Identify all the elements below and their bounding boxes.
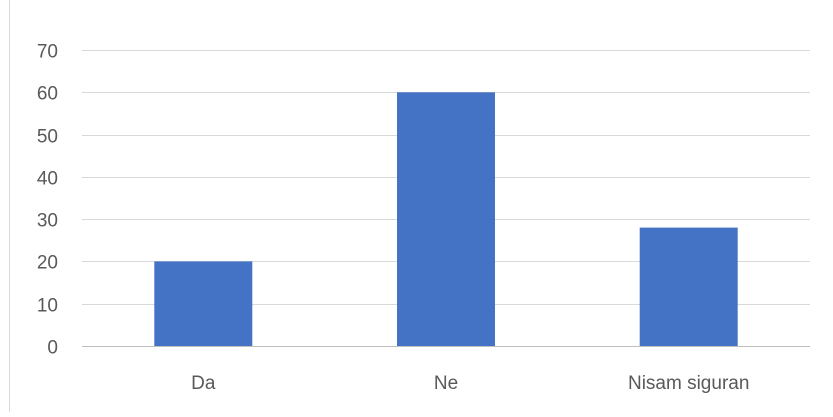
y-tick-label: 50 — [37, 127, 58, 148]
y-tick-label: 40 — [37, 169, 58, 190]
bar-da — [154, 261, 253, 346]
x-tick-label: Nisam siguran — [628, 373, 749, 394]
bar-nisam-siguran — [639, 227, 738, 346]
left-border-line — [9, 0, 10, 412]
y-tick-label: 30 — [37, 211, 58, 232]
bars-layer — [154, 92, 738, 346]
y-tick-label: 0 — [47, 338, 58, 359]
x-axis-tick-labels: Da Ne Nisam siguran — [191, 373, 749, 394]
bar-ne — [397, 92, 495, 346]
y-tick-label: 70 — [37, 42, 58, 63]
y-tick-label: 10 — [37, 296, 58, 317]
y-tick-label: 60 — [37, 84, 58, 105]
y-axis-tick-labels: 0 10 20 30 40 50 60 70 — [37, 42, 58, 359]
x-tick-label: Da — [191, 373, 216, 394]
x-tick-label: Ne — [434, 373, 458, 394]
y-tick-label: 20 — [37, 253, 58, 274]
